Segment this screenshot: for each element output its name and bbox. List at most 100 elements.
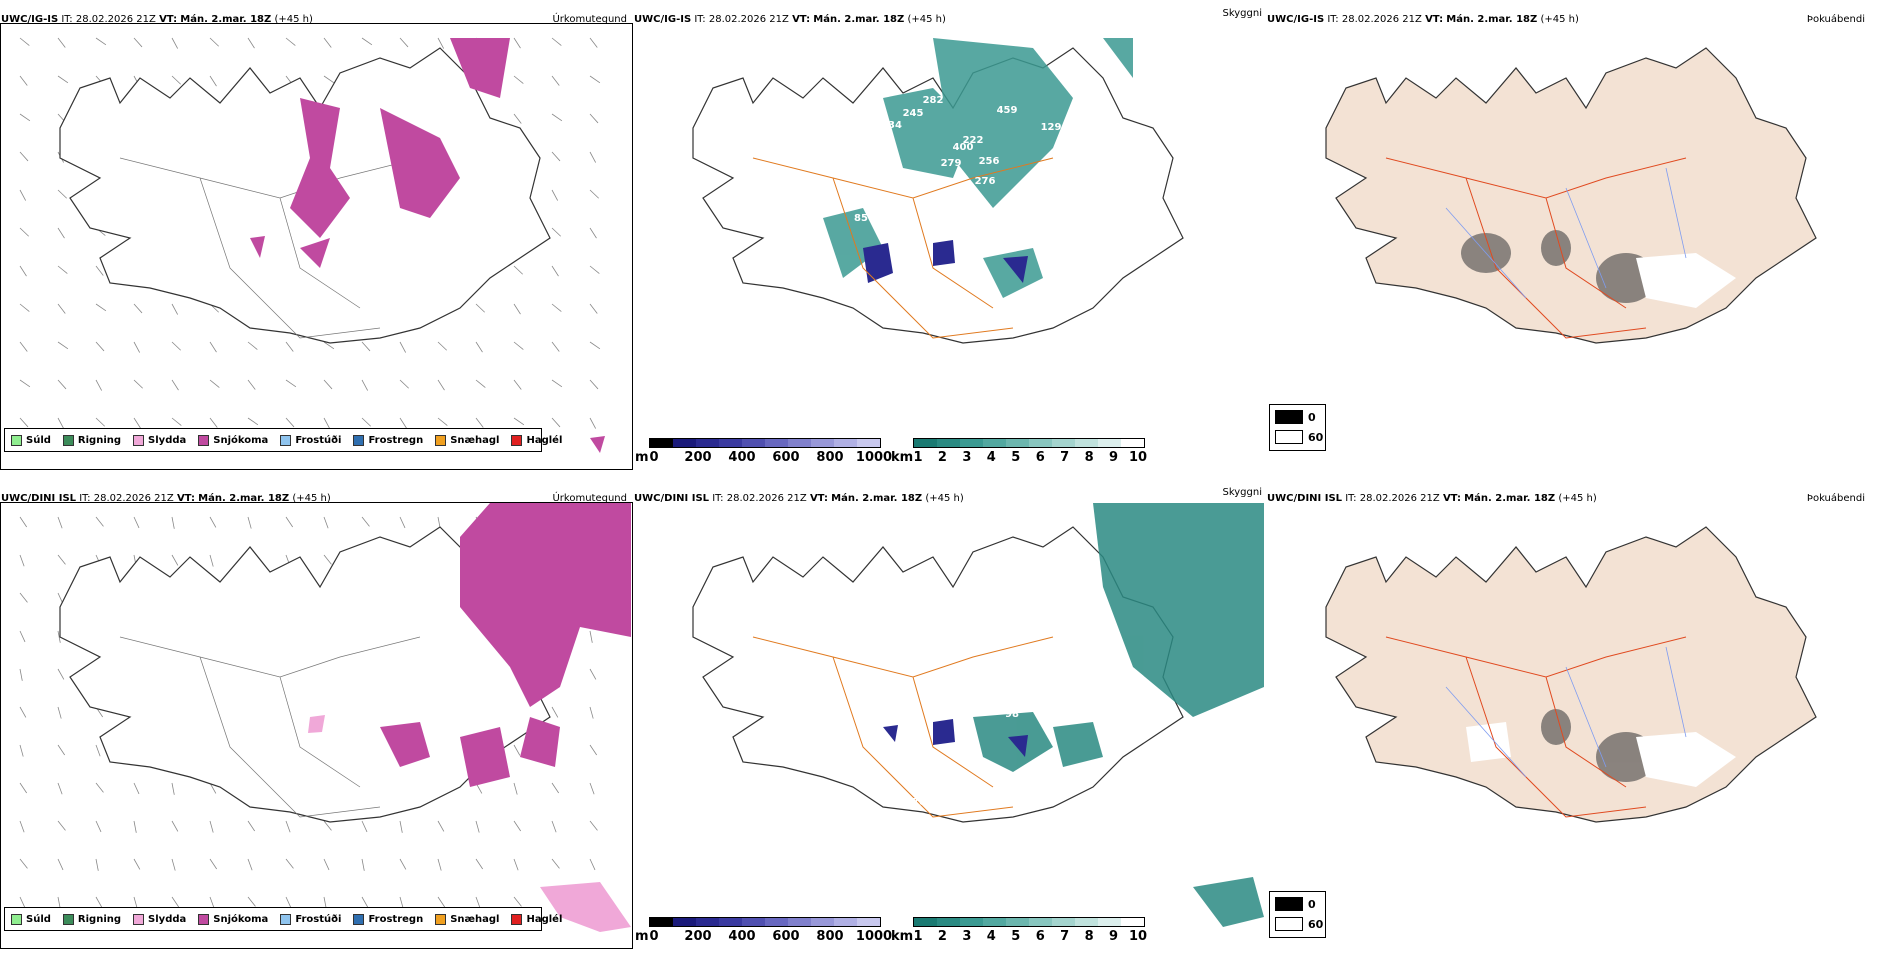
colorbar-tick-label: 2 <box>937 450 947 465</box>
map-frame <box>0 502 633 949</box>
fog-free-areas <box>1636 253 1736 308</box>
wind-barb <box>95 341 105 352</box>
colorbar-tick-label: 200 <box>684 929 712 944</box>
precip-map <box>19 37 605 453</box>
legend-label: Snæhagl <box>450 913 500 925</box>
legend-label: Haglél <box>526 913 563 925</box>
fog-free-areas <box>1466 722 1736 787</box>
legend-label: Súld <box>26 434 51 446</box>
colorbar-segment <box>1098 439 1121 447</box>
fog-index-panel: UWC/DINI ISL IT: 28.02.2026 21Z VT: Mán.… <box>1266 487 1899 957</box>
wind-barb <box>475 858 484 870</box>
wind-barb <box>475 820 480 833</box>
coastline <box>1325 526 1817 823</box>
legend-item: Frostúði <box>280 913 341 925</box>
colorbar-segment <box>1098 918 1121 926</box>
wind-barb <box>589 37 598 48</box>
wind-barb <box>209 37 219 47</box>
wind-barb <box>95 896 103 908</box>
wind-barb <box>551 820 557 833</box>
colorbar-segment <box>719 439 742 447</box>
panel-header: UWC/DINI ISL IT: 28.02.2026 21Z VT: Mán.… <box>1267 493 1597 504</box>
colorbar-tick-label: 10 <box>1128 929 1148 944</box>
legend-swatch <box>133 913 145 925</box>
visibility-value: 245 <box>903 108 924 119</box>
wind-barb <box>247 341 258 350</box>
wind-barb <box>57 516 63 529</box>
wind-barb <box>57 706 62 719</box>
wind-barb <box>57 630 61 643</box>
wind-barb <box>551 75 560 86</box>
legend-label: Frostregn <box>368 434 424 446</box>
colorbar-tick-label: 5 <box>1011 929 1021 944</box>
wind-barb <box>513 113 522 124</box>
mountain-areas <box>883 719 1028 757</box>
roads <box>1385 157 1687 339</box>
wind-barb <box>589 379 599 390</box>
visibility-value: 52 <box>894 687 908 698</box>
wind-barb <box>589 417 597 429</box>
colorbar-tick-label: 8 <box>1084 929 1094 944</box>
wind-barb <box>19 265 27 277</box>
colorbar-segment <box>1052 918 1075 926</box>
wind-barb <box>589 113 599 124</box>
colorbar-tick-label: 5 <box>1011 450 1021 465</box>
wind-barb <box>95 820 102 833</box>
wind-barb <box>475 303 485 313</box>
wind-barb <box>323 820 332 831</box>
wind-barb <box>285 379 297 388</box>
wind-barb <box>589 265 600 274</box>
legend-item: Haglél <box>511 434 563 446</box>
colorbar-segment <box>811 918 834 926</box>
wind-barb <box>57 417 65 429</box>
wind-barb <box>437 820 445 832</box>
wind-barb <box>171 37 179 49</box>
precip-type-panel: UWC/IG-IS IT: 28.02.2026 21Z VT: Mán. 2.… <box>0 8 633 478</box>
wind-barb <box>57 227 65 239</box>
wind-barb <box>551 151 561 162</box>
colorbar-segment <box>937 918 960 926</box>
wind-barb <box>285 896 292 909</box>
wind-barb <box>399 417 407 429</box>
wind-barb <box>19 189 27 201</box>
wind-barb <box>361 516 370 527</box>
legend-swatch <box>133 434 145 446</box>
wind-barb <box>19 516 28 528</box>
wind-barb <box>437 341 447 351</box>
wind-barb <box>551 227 561 237</box>
colorbar-tick-label: 9 <box>1109 450 1119 465</box>
wind-barb <box>57 75 69 84</box>
wind-barb <box>589 820 598 831</box>
wind-barb <box>133 379 143 389</box>
colorbar-segment <box>960 439 983 447</box>
legend-swatch <box>198 913 210 925</box>
wind-barb <box>19 341 28 352</box>
wind-barb <box>171 858 176 871</box>
legend-label: Haglél <box>526 434 563 446</box>
wind-barb <box>437 379 445 391</box>
wind-barb <box>171 417 182 426</box>
colorbar-segment <box>673 439 696 447</box>
wind-barb <box>437 37 445 49</box>
wind-barb <box>19 896 26 909</box>
legend-item: Snjókoma <box>198 913 268 925</box>
visibility-value: 83 <box>953 711 967 722</box>
precip-map <box>19 503 631 932</box>
visibility-value: 282 <box>923 95 944 106</box>
wind-barb <box>513 265 523 275</box>
colorbar-tick-label: 600 <box>772 929 800 944</box>
legend-item: Súld <box>11 913 51 925</box>
snow-areas <box>380 503 631 787</box>
visibility-value: 34 <box>888 120 902 131</box>
wind-barb <box>95 303 107 312</box>
legend-swatch <box>353 913 365 925</box>
wind-barb <box>171 782 175 795</box>
wind-barb <box>19 75 28 86</box>
wind-barb <box>57 341 69 350</box>
colorbar-tick-label: 1000 <box>855 450 893 465</box>
visibility-value: 227 <box>1041 712 1062 723</box>
wind-barb <box>513 820 522 832</box>
legend-swatch <box>62 434 74 446</box>
legend-item: Snæhagl <box>435 913 500 925</box>
